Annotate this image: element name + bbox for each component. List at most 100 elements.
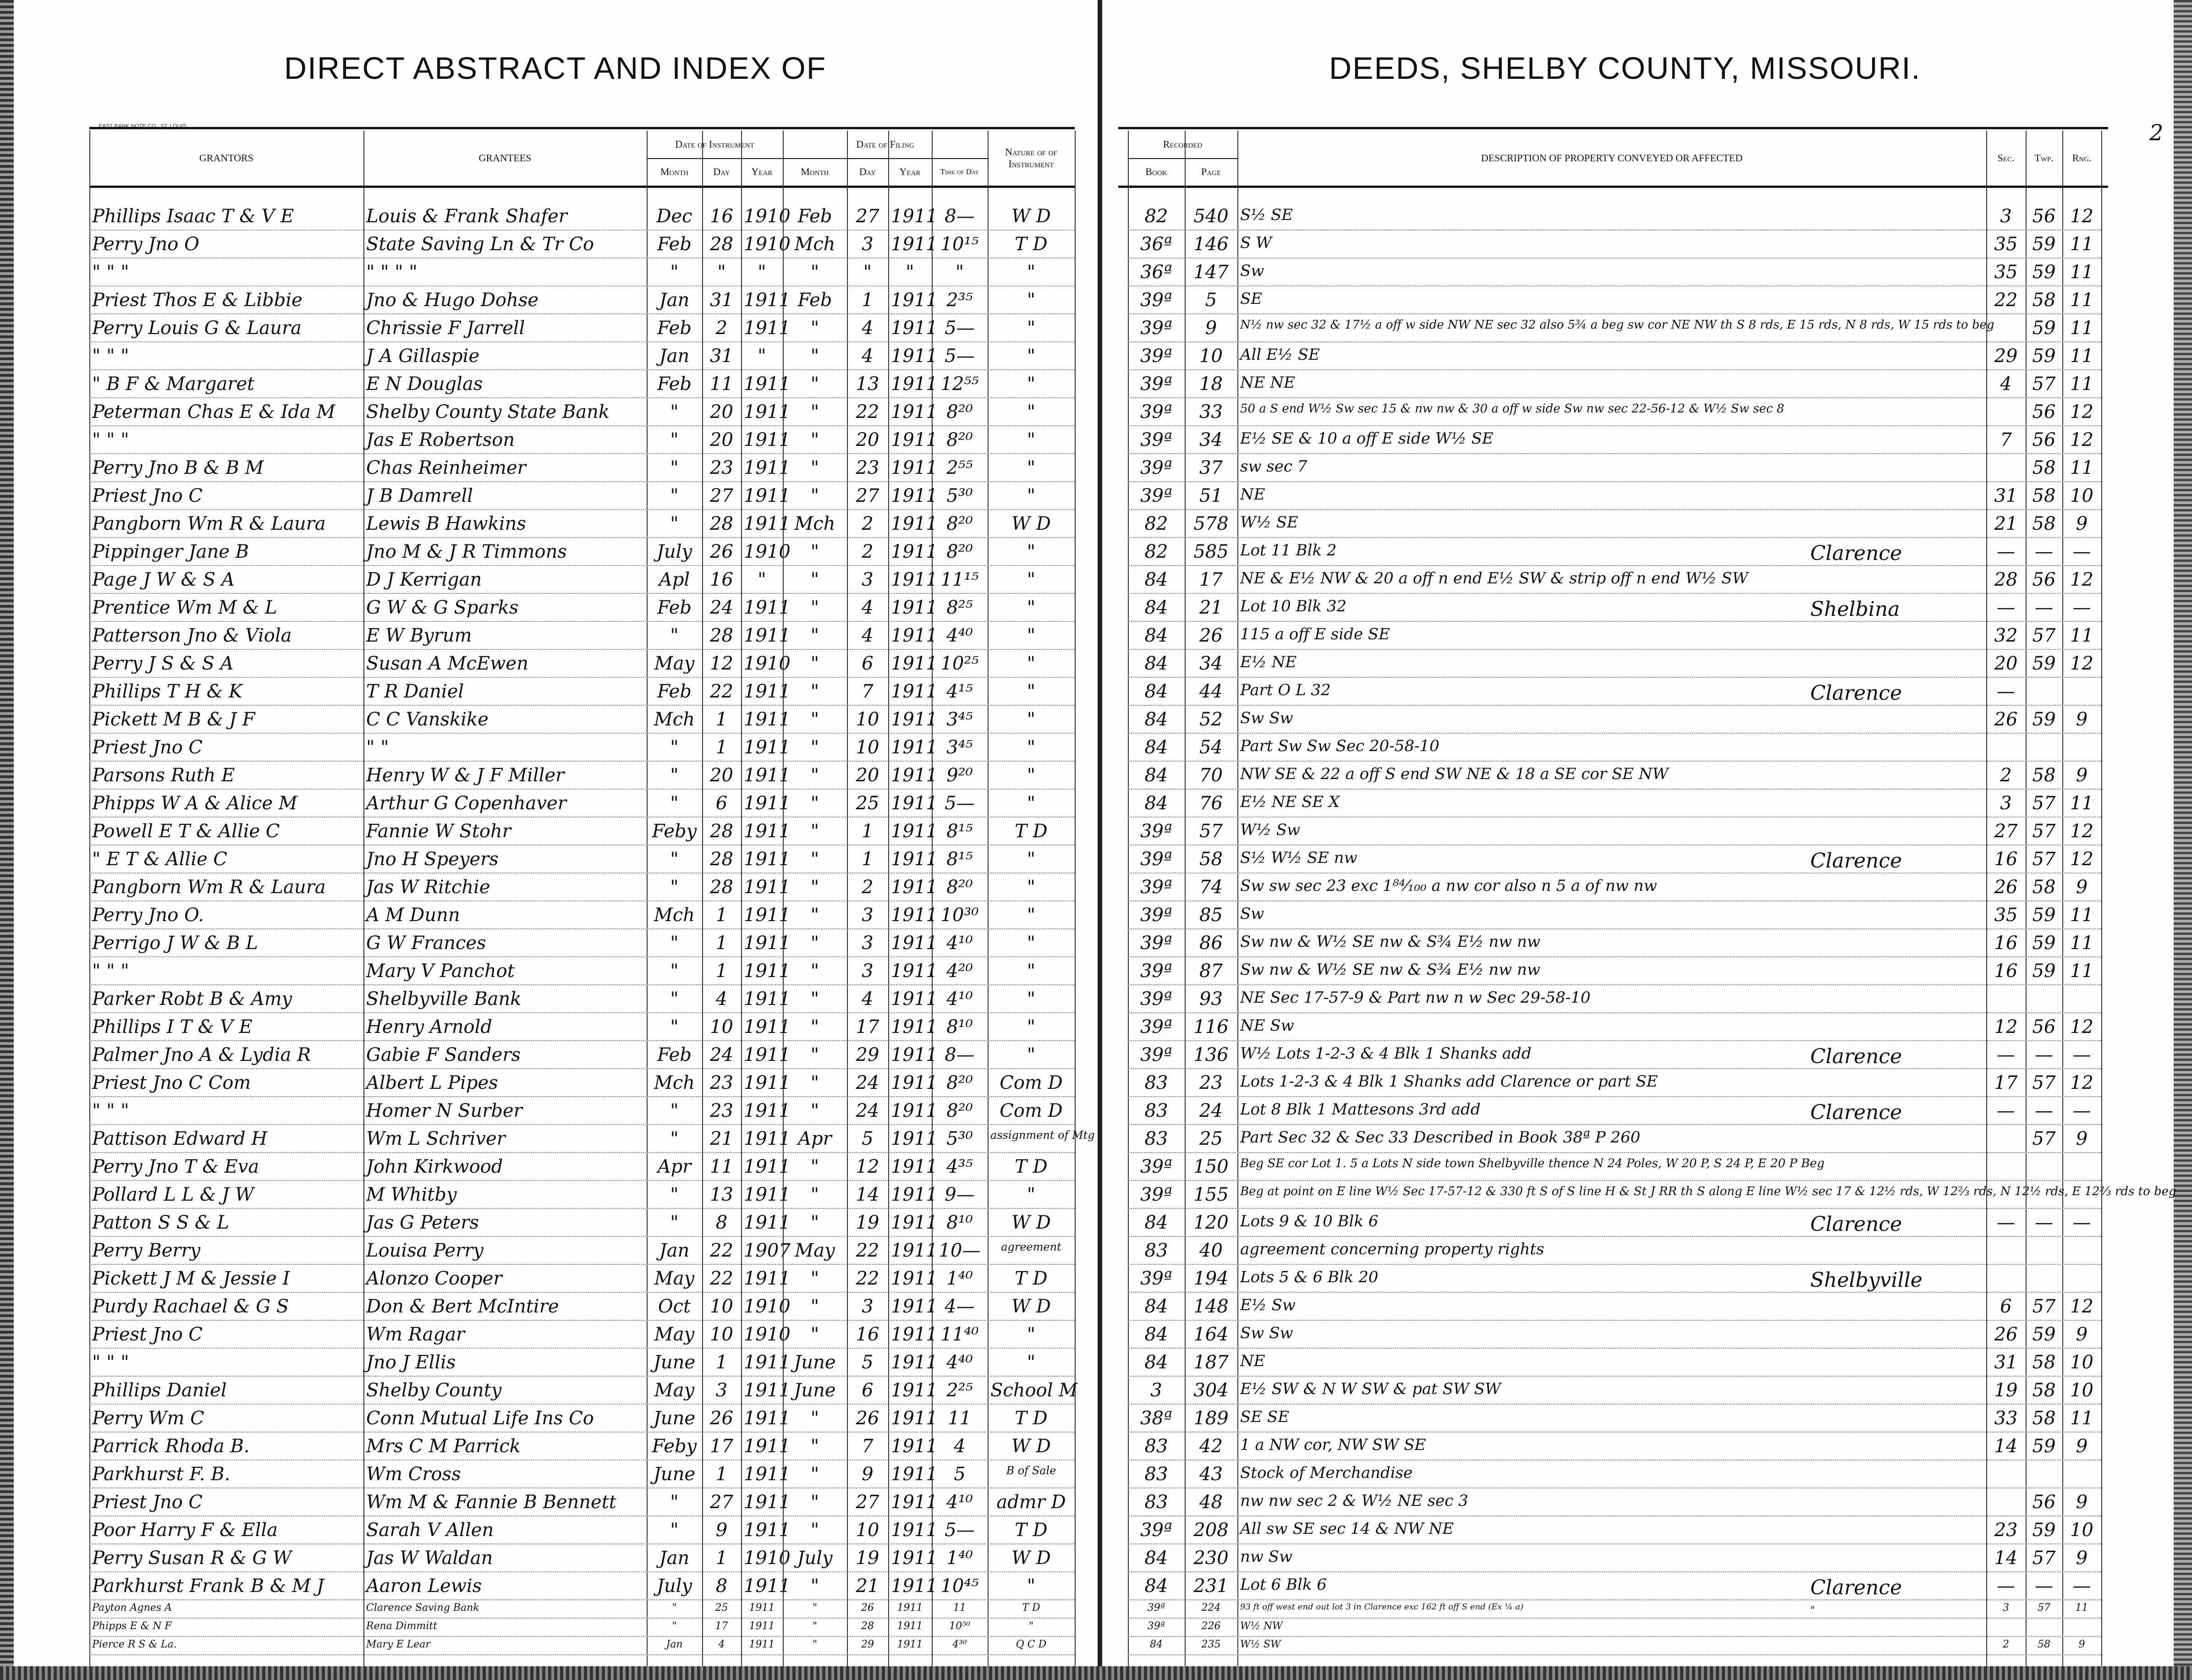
column-divider bbox=[932, 131, 933, 1666]
cell-page: 9 bbox=[1205, 318, 1217, 339]
cell-fm: " bbox=[810, 541, 819, 562]
column-header-day: Day bbox=[713, 166, 730, 177]
cell-nature: W D bbox=[1011, 1212, 1051, 1233]
cell-sec: 14 bbox=[1994, 1548, 2018, 1569]
cell-fy: 1911 bbox=[897, 1639, 923, 1650]
cell-page: 150 bbox=[1193, 1156, 1229, 1177]
row-rule bbox=[1128, 341, 2101, 342]
cell-grantor: " " " bbox=[92, 1352, 129, 1373]
cell-rng: 9 bbox=[2076, 513, 2088, 534]
cell-im: Feb bbox=[657, 234, 692, 255]
cell-fy: 1911 bbox=[891, 206, 938, 227]
cell-rng: — bbox=[2072, 597, 2091, 618]
column-header-grantors: GRANTORS bbox=[199, 152, 254, 164]
cell-sec: — bbox=[1997, 1044, 2015, 1065]
cell-fy: 1911 bbox=[891, 625, 938, 646]
cell-nature: " bbox=[1027, 541, 1036, 562]
cell-grantor: Pattison Edward H bbox=[92, 1128, 268, 1149]
cell-book: 84 bbox=[1144, 709, 1168, 730]
cell-page: 24 bbox=[1199, 1100, 1223, 1121]
cell-town: Clarence bbox=[1810, 681, 1902, 705]
cell-time: 4³⁵ bbox=[946, 1156, 973, 1177]
cell-desc: Sw nw & W½ SE nw & S¾ E½ nw nw bbox=[1240, 933, 1541, 951]
row-rule bbox=[1128, 1404, 2101, 1405]
cell-twp: 58 bbox=[2032, 765, 2056, 786]
cell-id: 24 bbox=[710, 597, 733, 618]
cell-iy: 1911 bbox=[744, 1464, 791, 1485]
cell-page: 86 bbox=[1199, 933, 1223, 954]
cell-twp: 59 bbox=[2032, 262, 2056, 283]
cell-fy: 1911 bbox=[891, 877, 938, 898]
cell-grantor: Phillips T H & K bbox=[92, 681, 242, 702]
cell-im: " bbox=[672, 1602, 677, 1614]
cell-grantor: Priest Jno C Com bbox=[92, 1072, 251, 1093]
cell-time: 10²⁵ bbox=[940, 653, 979, 674]
row-rule bbox=[89, 453, 1075, 454]
cell-rng: — bbox=[2072, 1100, 2091, 1121]
cell-im: " bbox=[670, 513, 679, 534]
row-rule bbox=[89, 313, 1075, 314]
cell-grantor: Phillips Isaac T & V E bbox=[92, 206, 294, 227]
cell-im: " bbox=[670, 1128, 679, 1149]
cell-time: 4³⁰ bbox=[952, 1639, 967, 1650]
cell-page: 187 bbox=[1193, 1352, 1229, 1373]
cell-fy: 1911 bbox=[891, 1100, 938, 1121]
cell-fm: Mch bbox=[794, 513, 835, 534]
cell-iy: 1910 bbox=[744, 653, 791, 674]
cell-fd: 1 bbox=[862, 821, 874, 842]
cell-book: 38ª bbox=[1140, 1408, 1172, 1429]
row-rule bbox=[89, 705, 1075, 706]
cell-rng: 11 bbox=[2070, 1408, 2093, 1429]
cell-id: 1 bbox=[715, 933, 728, 954]
cell-nature: " bbox=[1027, 737, 1036, 758]
cell-fm: " bbox=[810, 877, 819, 898]
cell-fy: 1911 bbox=[891, 346, 938, 367]
cell-town: Clarence bbox=[1810, 542, 1902, 565]
cell-time: 8¹⁵ bbox=[946, 849, 973, 870]
cell-desc: W½ SE bbox=[1240, 513, 1298, 532]
cell-sec: 6 bbox=[2000, 1296, 2012, 1317]
cell-nature: " bbox=[1027, 849, 1036, 870]
cell-book: 84 bbox=[1144, 1548, 1168, 1569]
cell-grantor: Perry Jno T & Eva bbox=[92, 1156, 259, 1177]
column-divider bbox=[2062, 131, 2063, 1666]
cell-grantor: Pangborn Wm R & Laura bbox=[92, 877, 326, 898]
cell-sec: 3 bbox=[2000, 793, 2012, 814]
row-rule bbox=[89, 509, 1075, 510]
cell-desc: Lot 6 Blk 6 bbox=[1240, 1576, 1327, 1594]
cell-page: 54 bbox=[1199, 737, 1223, 758]
cell-id: 28 bbox=[710, 625, 733, 646]
cell-fd: 10 bbox=[856, 1520, 879, 1541]
cell-iy: 1911 bbox=[744, 1212, 791, 1233]
cell-fd: " bbox=[863, 262, 872, 283]
cell-twp: 57 bbox=[2032, 1296, 2056, 1317]
cell-im: Jan bbox=[659, 1548, 690, 1569]
cell-nature: School M bbox=[990, 1380, 1078, 1401]
cell-iy: 1910 bbox=[744, 1324, 791, 1345]
cell-book: 39ª bbox=[1140, 877, 1172, 898]
cell-grantee: Jas W Ritchie bbox=[366, 877, 490, 898]
cell-twp: 56 bbox=[2032, 429, 2056, 450]
cell-town: Clarence bbox=[1810, 849, 1902, 873]
cell-grantee: Louis & Frank Shafer bbox=[366, 206, 567, 227]
cell-nature: W D bbox=[1011, 513, 1051, 534]
cell-iy: 1910 bbox=[744, 206, 791, 227]
cell-grantor: Patton S S & L bbox=[92, 1212, 229, 1233]
cell-im: " bbox=[672, 1620, 677, 1632]
cell-fd: 27 bbox=[856, 485, 879, 506]
cell-grantee: J A Gillaspie bbox=[366, 346, 480, 367]
date-of-filing-header: Date of Filing bbox=[856, 138, 914, 150]
row-rule bbox=[1128, 230, 2101, 231]
cell-book: 39ª bbox=[1147, 1620, 1165, 1632]
cell-id: 1 bbox=[715, 737, 728, 758]
cell-fd: 22 bbox=[856, 401, 879, 423]
cell-iy: 1911 bbox=[744, 401, 791, 423]
cell-iy: " bbox=[758, 569, 766, 590]
row-rule bbox=[1128, 1096, 2101, 1097]
cell-time: 4⁴⁰ bbox=[946, 625, 973, 646]
cell-desc: agreement concerning property rights bbox=[1240, 1240, 1544, 1258]
cell-fm: " bbox=[810, 709, 819, 730]
cell-grantee: D J Kerrigan bbox=[366, 569, 482, 590]
cell-page: 164 bbox=[1193, 1324, 1229, 1345]
cell-fy: 1911 bbox=[891, 1436, 938, 1457]
